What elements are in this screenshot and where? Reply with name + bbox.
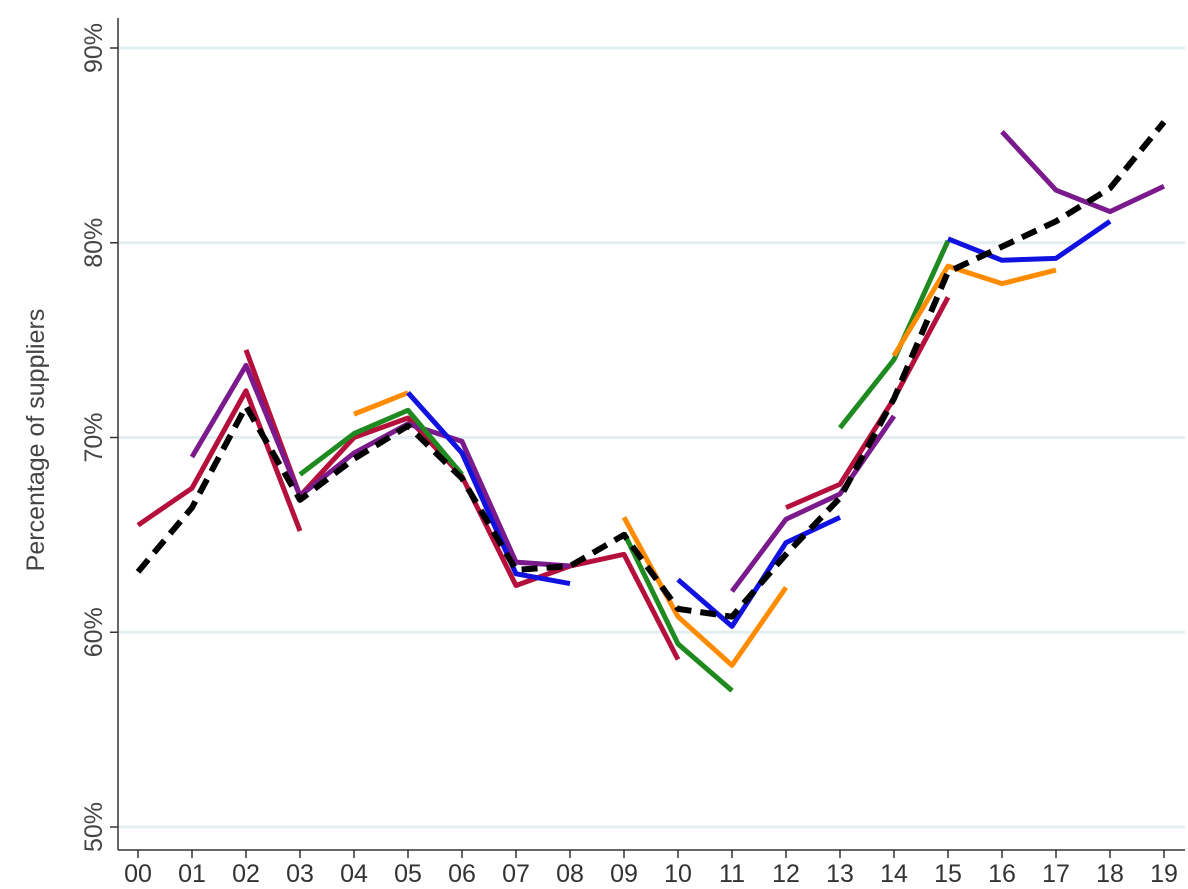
x-tick-label-18: 18 — [1096, 860, 1124, 888]
x-tick-label-13: 13 — [826, 860, 854, 888]
axes — [117, 18, 1185, 851]
x-tick-label-14: 14 — [880, 860, 908, 888]
x-tick-label-05: 05 — [394, 860, 422, 888]
x-tick-label-03: 03 — [286, 860, 314, 888]
series-line-2 — [243, 348, 681, 661]
y-tick-label-60: 60% — [80, 607, 108, 657]
series-line-6 — [1000, 130, 1166, 215]
series-line-3 — [785, 296, 951, 510]
series-line-5 — [729, 414, 897, 593]
series-lines — [135, 120, 1167, 693]
x-tick-label-00: 00 — [124, 860, 152, 888]
series-line-4 — [189, 362, 571, 569]
y-tick-label-50: 50% — [80, 802, 108, 852]
x-tick-label-04: 04 — [340, 860, 368, 888]
y-tick-labels: 50% 60% 70% 80% 90% — [80, 23, 118, 852]
series-line-15 — [947, 219, 1112, 263]
y-tick-label-70: 70% — [80, 412, 108, 462]
x-tick-labels: 00 01 02 03 04 05 06 07 08 09 10 11 12 13 14 15 16 17 18 19 — [124, 850, 1178, 888]
series-line-average — [135, 120, 1167, 620]
x-tick-label-11: 11 — [719, 860, 745, 888]
series-line-1 — [136, 388, 303, 532]
x-tick-label-15: 15 — [934, 860, 962, 888]
x-tick-label-17: 17 — [1042, 860, 1070, 888]
x-tick-label-01: 01 — [178, 860, 206, 888]
x-tick-label-09: 09 — [610, 860, 638, 888]
series-line-13 — [406, 391, 571, 587]
x-tick-label-07: 07 — [502, 860, 530, 888]
series-line-11 — [621, 516, 789, 668]
y-tick-label-80: 80% — [80, 218, 108, 268]
series-line-12 — [891, 263, 1057, 357]
x-tick-label-06: 06 — [448, 860, 476, 888]
series-line-7 — [298, 407, 464, 477]
x-tick-label-12: 12 — [772, 860, 800, 888]
series-line-10 — [353, 390, 409, 417]
x-tick-label-10: 10 — [664, 860, 692, 888]
series-line-9 — [838, 239, 951, 430]
x-tick-label-19: 19 — [1150, 860, 1178, 888]
series-line-8 — [621, 531, 734, 693]
x-tick-label-02: 02 — [232, 860, 260, 888]
x-tick-label-16: 16 — [988, 860, 1016, 888]
x-tick-label-08: 08 — [556, 860, 584, 888]
y-axis-label: Percentage of suppliers — [22, 309, 50, 572]
y-tick-label-90: 90% — [80, 23, 108, 73]
